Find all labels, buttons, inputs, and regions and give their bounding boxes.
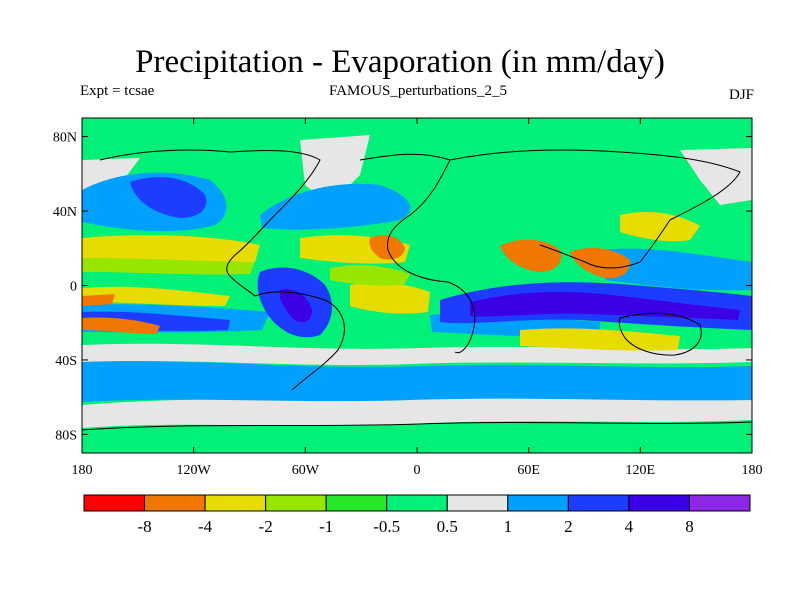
colorbar-box xyxy=(507,494,569,512)
colorbar-box xyxy=(204,494,267,512)
colorbar-box xyxy=(386,494,448,512)
coast-africa-europe xyxy=(359,153,476,354)
coast-australia xyxy=(618,312,702,356)
x-tick-label: 60W xyxy=(292,463,320,478)
y-tick-label: 80S xyxy=(55,428,77,443)
field-gray-arctic-west xyxy=(82,158,140,190)
colorbar-label: -2 xyxy=(259,517,273,536)
field-lightblue-north-atlantic xyxy=(260,183,411,230)
x-tick-label: 0 xyxy=(414,463,421,478)
y-tick-label: 40N xyxy=(53,205,77,220)
chart-title: Precipitation - Evaporation (in mm/day) xyxy=(135,44,665,80)
season-label: DJF xyxy=(728,87,754,103)
coastlines xyxy=(82,149,752,431)
field-yellow-south-pacific-subtropics xyxy=(82,286,230,306)
y-tick-label: 80N xyxy=(53,131,77,146)
coast-north-america xyxy=(99,149,321,297)
colorbar-label: 1 xyxy=(504,517,513,536)
coast-asia xyxy=(449,149,741,269)
experiment-label: Expt = tcsae xyxy=(80,83,155,99)
dataset-label: FAMOUS_perturbations_2_5 xyxy=(328,83,508,99)
x-axis-ticks: 180 120W 60W 0 60E 120E 180 xyxy=(72,118,763,478)
colorbar-box xyxy=(265,494,327,512)
colorbar-label: 8 xyxy=(685,517,694,536)
field-lightgreen-equatorial-atlantic xyxy=(330,265,410,286)
y-tick-label: 0 xyxy=(70,280,77,295)
field-gray-arctic-east xyxy=(680,148,752,205)
y-axis-ticks: 80N 40N 0 40S 80S xyxy=(53,131,752,443)
field-yellow-north-subtropics-west xyxy=(82,235,260,262)
field-orange-south-pacific xyxy=(82,317,160,334)
field-blue-north-pacific-core xyxy=(130,177,207,218)
field-lightblue-west-pacific xyxy=(600,248,752,291)
field-darkblue-indopacific-core xyxy=(470,292,740,320)
colorbar-box xyxy=(688,494,751,512)
field-orange-arabian-sea xyxy=(500,239,562,272)
field-gray-southern-belt xyxy=(82,343,752,365)
colorbar-label: -0.5 xyxy=(373,517,400,536)
map-area xyxy=(82,118,752,453)
field-yellow-west-pacific-north xyxy=(620,212,700,242)
y-tick-label: 40S xyxy=(55,354,77,369)
colorbar-label: -4 xyxy=(198,517,213,536)
field-gray-greenland xyxy=(300,135,370,205)
colorbar-box xyxy=(628,494,690,512)
x-tick-label: 120E xyxy=(626,463,656,478)
field-orange-east-pacific xyxy=(82,294,115,306)
field-yellow-south-indian xyxy=(520,328,680,351)
field-darkblue-amazon-core xyxy=(279,289,312,323)
colorbar-label: 0.5 xyxy=(437,517,458,536)
coast-south-america xyxy=(254,291,345,391)
colorbar: -8 -4 -2 -1 -0.5 0.5 1 2 4 8 xyxy=(83,494,751,536)
field-yellow-south-atlantic xyxy=(350,282,430,314)
colorbar-box xyxy=(144,494,206,512)
x-tick-label: 180 xyxy=(72,463,93,478)
colorbar-box xyxy=(325,494,388,512)
field-lightgreen-north-subtropics xyxy=(82,258,255,275)
x-tick-label: 180 xyxy=(742,463,763,478)
colorbar-label: -8 xyxy=(137,517,151,536)
coast-antarctica xyxy=(82,421,752,431)
colorbar-box xyxy=(567,494,630,512)
field-orange-bay-of-bengal xyxy=(570,247,631,279)
colorbar-box xyxy=(83,494,146,512)
x-tick-label: 60E xyxy=(517,463,540,478)
field-gray-antarctic-band xyxy=(82,396,752,428)
colorbar-label: -1 xyxy=(319,517,333,536)
colorbar-label: 4 xyxy=(625,517,634,536)
colorbar-label: 2 xyxy=(564,517,573,536)
field-lightblue-southern-ocean xyxy=(82,361,752,402)
x-tick-label: 120W xyxy=(177,463,212,478)
colorbar-box xyxy=(446,494,509,512)
